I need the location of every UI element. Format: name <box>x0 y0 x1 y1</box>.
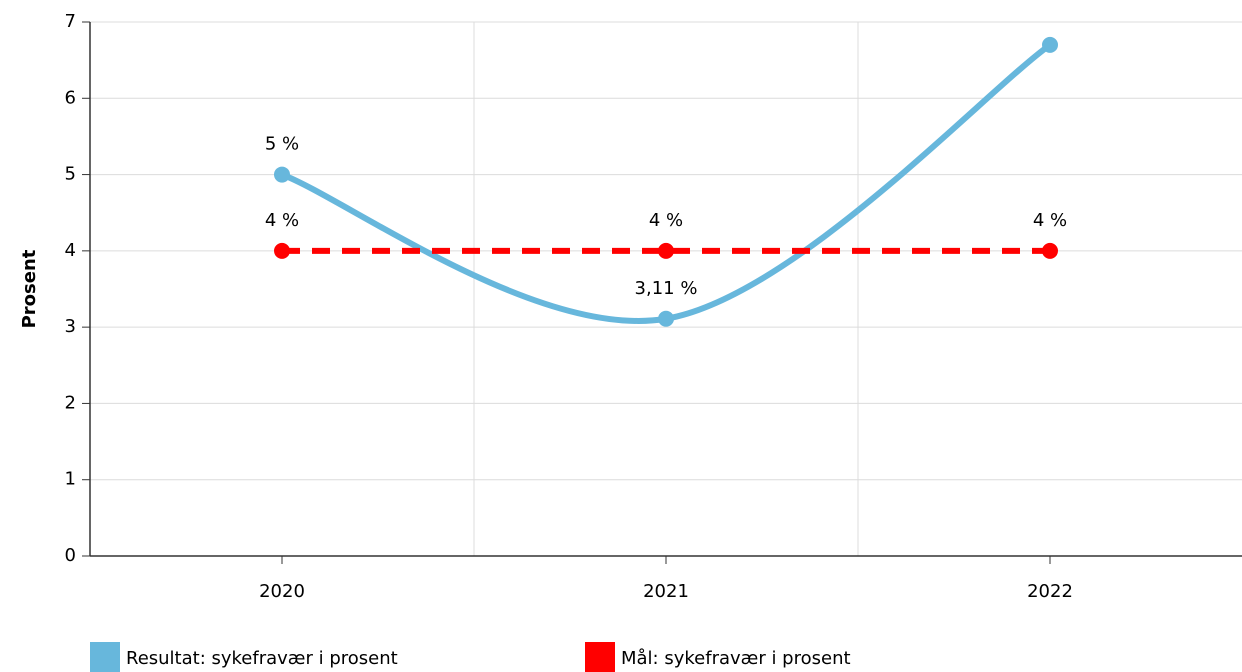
y-tick-label: 3 <box>65 316 76 337</box>
y-tick-label: 7 <box>65 11 76 32</box>
data-label: 4 % <box>265 210 299 231</box>
y-tick-label: 4 <box>65 240 76 261</box>
legend-swatch <box>585 642 615 672</box>
legend-label: Resultat: sykefravær i prosent <box>126 648 398 669</box>
data-label: 4 % <box>649 210 683 231</box>
x-tick-label: 2022 <box>1027 581 1073 602</box>
data-point <box>274 166 290 183</box>
data-point <box>658 310 674 327</box>
legend-swatch <box>90 642 120 672</box>
y-tick-label: 0 <box>65 545 76 566</box>
legend-label: Mål: sykefravær i prosent <box>621 648 851 669</box>
y-axis-label: Prosent <box>19 249 40 328</box>
y-tick-label: 5 <box>65 164 76 185</box>
y-tick-label: 1 <box>65 469 76 490</box>
y-tick-label: 6 <box>65 87 76 108</box>
data-point <box>1042 36 1058 53</box>
data-label: 4 % <box>1033 210 1067 231</box>
data-point <box>1042 242 1058 259</box>
x-tick-label: 2021 <box>643 581 689 602</box>
y-tick-label: 2 <box>65 392 76 413</box>
data-point <box>274 242 290 259</box>
data-point <box>658 242 674 259</box>
data-label: 3,11 % <box>635 278 698 299</box>
data-label: 5 % <box>265 134 299 155</box>
x-tick-label: 2020 <box>259 581 305 602</box>
